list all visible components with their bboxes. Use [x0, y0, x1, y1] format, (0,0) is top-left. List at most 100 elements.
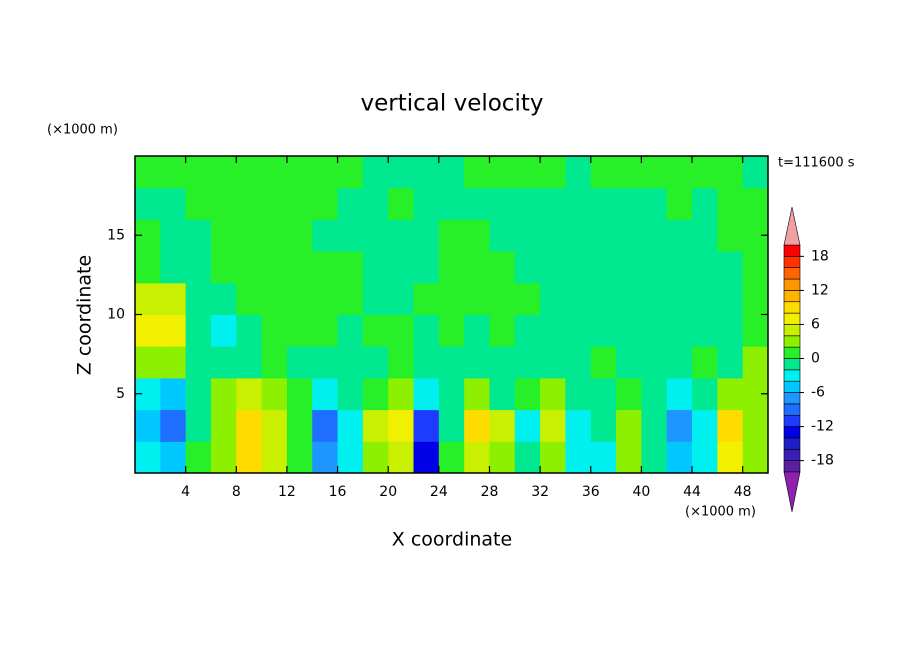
contour-cell: [590, 187, 617, 220]
contour-cell: [514, 441, 541, 474]
contour-cell: [413, 346, 440, 379]
contour-cell: [616, 409, 642, 442]
colorbar-box: [783, 346, 801, 359]
contour-cell: [438, 187, 465, 220]
colorbar-label: -12: [811, 419, 834, 435]
contour-cell: [312, 314, 339, 347]
contour-cell: [236, 251, 263, 284]
contour-cell: [388, 282, 415, 315]
contour-cell: [286, 441, 313, 474]
contour-cell: [565, 346, 592, 379]
x-tick-label: 4: [181, 484, 190, 500]
colorbar-box: [783, 244, 801, 257]
contour-cell: [565, 187, 592, 220]
contour-cell: [641, 282, 668, 315]
contour-cell: [616, 187, 642, 220]
contour-cell: [210, 377, 237, 411]
contour-cell: [489, 441, 516, 474]
colorbar-box: [783, 448, 801, 461]
contour-cell: [489, 156, 516, 189]
contour-cell: [489, 251, 516, 284]
contour-cell: [616, 282, 642, 315]
y-unit: (×1000 m): [47, 123, 118, 138]
contour-cell: [590, 441, 617, 474]
contour-cell: [135, 314, 161, 347]
contour-cell: [286, 282, 313, 315]
contour-cell: [540, 187, 566, 220]
contour-cell: [616, 377, 642, 411]
contour-cell: [362, 346, 389, 379]
colorbar-box: [783, 290, 801, 303]
contour-cell: [337, 282, 364, 315]
contour-cell: [438, 441, 465, 474]
contour-cell: [236, 314, 263, 347]
contour-cell: [337, 441, 364, 474]
contour-cell: [489, 377, 516, 411]
contour-cell: [717, 156, 744, 189]
contour-cell: [337, 314, 364, 347]
contour-cell: [717, 282, 744, 315]
contour-cell: [185, 156, 212, 189]
contour-cell: [514, 346, 541, 379]
colorbar-label: 18: [811, 248, 829, 264]
contour-cell: [160, 346, 187, 379]
contour-cell: [666, 219, 693, 252]
contour-cell: [312, 377, 339, 411]
contour-cell: [742, 346, 769, 379]
contour-cell: [210, 187, 237, 220]
contour-cell: [337, 251, 364, 284]
contour-cell: [464, 219, 490, 252]
colorbar-label: 0: [811, 351, 820, 367]
contour-cell: [514, 156, 541, 189]
colorbar-box: [783, 437, 801, 450]
contour-cell: [590, 377, 617, 411]
contour-cell: [337, 377, 364, 411]
contour-cell: [135, 251, 161, 284]
contour-cell: [565, 409, 592, 442]
contour-cell: [717, 409, 744, 442]
colorbar-over: [783, 206, 801, 246]
contour-cell: [362, 441, 389, 474]
contour-cell: [438, 219, 465, 252]
x-tick-label: 36: [582, 484, 600, 500]
contour-cell: [692, 156, 718, 189]
contour-cell: [286, 251, 313, 284]
contour-cell: [590, 156, 617, 189]
contour-cell: [337, 409, 364, 442]
contour-cell: [210, 219, 237, 252]
contour-cell: [286, 377, 313, 411]
contour-cell: [514, 251, 541, 284]
contour-cell: [160, 282, 187, 315]
contour-cell: [337, 346, 364, 379]
contour-cell: [388, 156, 415, 189]
contour-cell: [540, 409, 566, 442]
contour-cell: [742, 409, 769, 442]
contour-cell: [236, 441, 263, 474]
contour-cell: [590, 219, 617, 252]
x-tick-label: 16: [329, 484, 347, 500]
contour-cell: [489, 346, 516, 379]
contour-cell: [438, 251, 465, 284]
contour-cell: [286, 219, 313, 252]
contour-cell: [210, 441, 237, 474]
contour-cell: [489, 314, 516, 347]
colorbar-box: [783, 324, 801, 337]
contour-cell: [641, 409, 668, 442]
contour-cell: [312, 187, 339, 220]
contour-cell: [185, 346, 212, 379]
contour-cell: [438, 377, 465, 411]
contour-cell: [565, 282, 592, 315]
colorbar-box: [783, 403, 801, 416]
contour-cell: [666, 187, 693, 220]
contour-cell: [135, 346, 161, 379]
contour-cell: [236, 409, 263, 442]
contour-cell: [388, 346, 415, 379]
contour-cell: [540, 156, 566, 189]
contour-cell: [312, 441, 339, 474]
x-axis-label: X coordinate: [392, 529, 512, 551]
contour-cell: [413, 377, 440, 411]
colorbar-box: [783, 380, 801, 393]
contour-cell: [261, 346, 288, 379]
contour-cell: [464, 346, 490, 379]
contour-cell: [261, 251, 288, 284]
